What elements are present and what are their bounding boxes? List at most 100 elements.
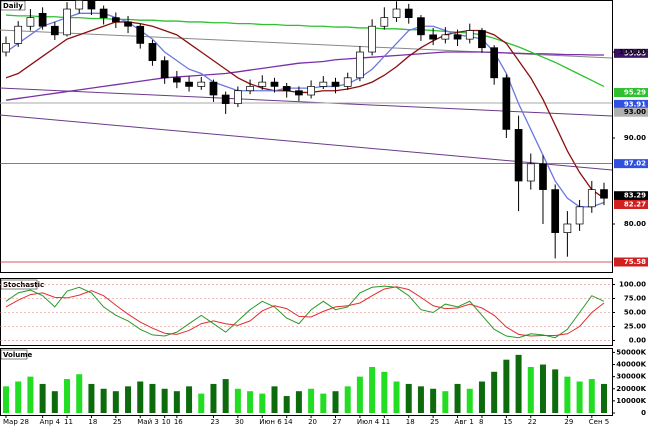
volume-bar — [222, 379, 229, 413]
y-tick-label: 10000K — [616, 397, 646, 405]
candle-body — [575, 206, 584, 225]
trend-line — [0, 114, 612, 171]
volume-bar — [466, 388, 473, 413]
candle-body — [258, 81, 267, 87]
candle-body — [478, 30, 486, 49]
x-tick-label: Апр 4 — [40, 418, 61, 426]
candle-body — [587, 189, 596, 208]
x-tick-label: 30 — [235, 418, 244, 426]
volume-bar — [601, 383, 607, 413]
volume-bar — [198, 393, 205, 413]
x-tick-label: Авг 1 — [455, 418, 474, 426]
volume-bar — [15, 381, 22, 413]
candle-body — [392, 8, 401, 18]
x-tick-label: 10 — [162, 418, 171, 426]
price-title: Daily — [3, 2, 23, 10]
candle-body — [465, 30, 474, 40]
volume-bar — [332, 391, 339, 413]
price-marker-label: 82.27 — [624, 200, 646, 208]
volume-bar — [454, 383, 461, 413]
candle-body — [295, 90, 303, 96]
x-tick-label: 23 — [210, 418, 219, 426]
price-marker-label: 75.58 — [624, 258, 646, 266]
volume-bar — [430, 388, 437, 413]
candle-body — [429, 34, 437, 40]
volume-bar — [564, 376, 571, 413]
y-tick-label: 50.00 — [624, 309, 646, 317]
volume-bar — [39, 383, 46, 413]
x-tick-label: 18 — [406, 418, 415, 426]
volume-bar — [320, 393, 327, 413]
volume-bar — [137, 381, 144, 413]
price-marker-label: 95.29 — [624, 89, 646, 97]
price-marker-label: 93.00 — [624, 108, 646, 116]
panel-label-box — [0, 349, 28, 360]
y-tick-label: 40000K — [616, 361, 646, 369]
candle-body — [173, 77, 181, 83]
volume-bar — [64, 379, 71, 413]
volume-bar — [271, 386, 278, 413]
candle-body — [356, 51, 364, 79]
y-tick-label: 20000K — [616, 385, 646, 393]
volume-bar — [149, 383, 156, 413]
price-marker — [614, 99, 648, 109]
candle-body — [209, 81, 218, 96]
volume-bar — [308, 388, 315, 413]
x-tick-label: 11 — [64, 418, 73, 426]
volume-bar — [356, 376, 363, 413]
x-tick-label: 25 — [430, 418, 439, 426]
volume-bar — [173, 391, 180, 413]
candle-body — [234, 90, 242, 104]
candle-body — [136, 25, 145, 44]
volume-bar — [100, 388, 107, 413]
candle-body — [539, 163, 547, 190]
x-tick-label: 15 — [503, 418, 512, 426]
candle-body — [526, 163, 535, 182]
candle-body — [2, 43, 10, 53]
y-tick-label: 75.00 — [624, 294, 646, 302]
volume-bar — [3, 386, 9, 413]
volume-bar — [186, 386, 193, 413]
candle-body — [307, 86, 315, 96]
candle-body — [380, 17, 389, 27]
panel-frames — [0, 0, 613, 416]
price-marker-label: 83.29 — [624, 192, 646, 200]
price-panel — [0, 0, 613, 273]
volume-bar — [247, 391, 254, 413]
volume-bar — [344, 386, 351, 413]
candle-body — [514, 129, 523, 182]
y-tick-label: 0 — [641, 409, 646, 417]
x-tick-label: 18 — [88, 418, 97, 426]
volume-bar — [112, 391, 119, 413]
candle-body — [270, 81, 279, 87]
x-tick-label: 8 — [479, 418, 483, 426]
volume-bar — [588, 379, 595, 413]
moving-average — [5, 51, 604, 101]
y-tick-label: 90.00 — [624, 134, 646, 142]
x-tick-label: 27 — [333, 418, 342, 426]
candle-body — [38, 12, 47, 27]
volume-panel — [0, 348, 613, 416]
candle-body — [319, 81, 328, 87]
candle-body — [368, 25, 376, 53]
candle-body — [87, 0, 96, 10]
price-marker — [614, 48, 648, 58]
candle-body — [197, 81, 206, 87]
stochastic-line — [5, 286, 605, 337]
x-tick-label: 14 — [284, 418, 293, 426]
x-tick-label: 22 — [528, 418, 537, 426]
price-marker — [614, 107, 648, 117]
candle-body — [185, 81, 193, 87]
x-tick-label: Мар 28 — [3, 418, 29, 426]
volume-bar — [552, 369, 559, 413]
candle-body — [563, 223, 572, 233]
candle-body — [26, 17, 35, 27]
volume-bar — [283, 396, 290, 413]
price-marker — [614, 191, 648, 201]
candle-body — [441, 34, 450, 40]
y-tick-label: 30000K — [616, 373, 646, 381]
volume-bar — [125, 386, 132, 413]
candle-body — [502, 77, 511, 130]
price-marker — [614, 88, 648, 98]
